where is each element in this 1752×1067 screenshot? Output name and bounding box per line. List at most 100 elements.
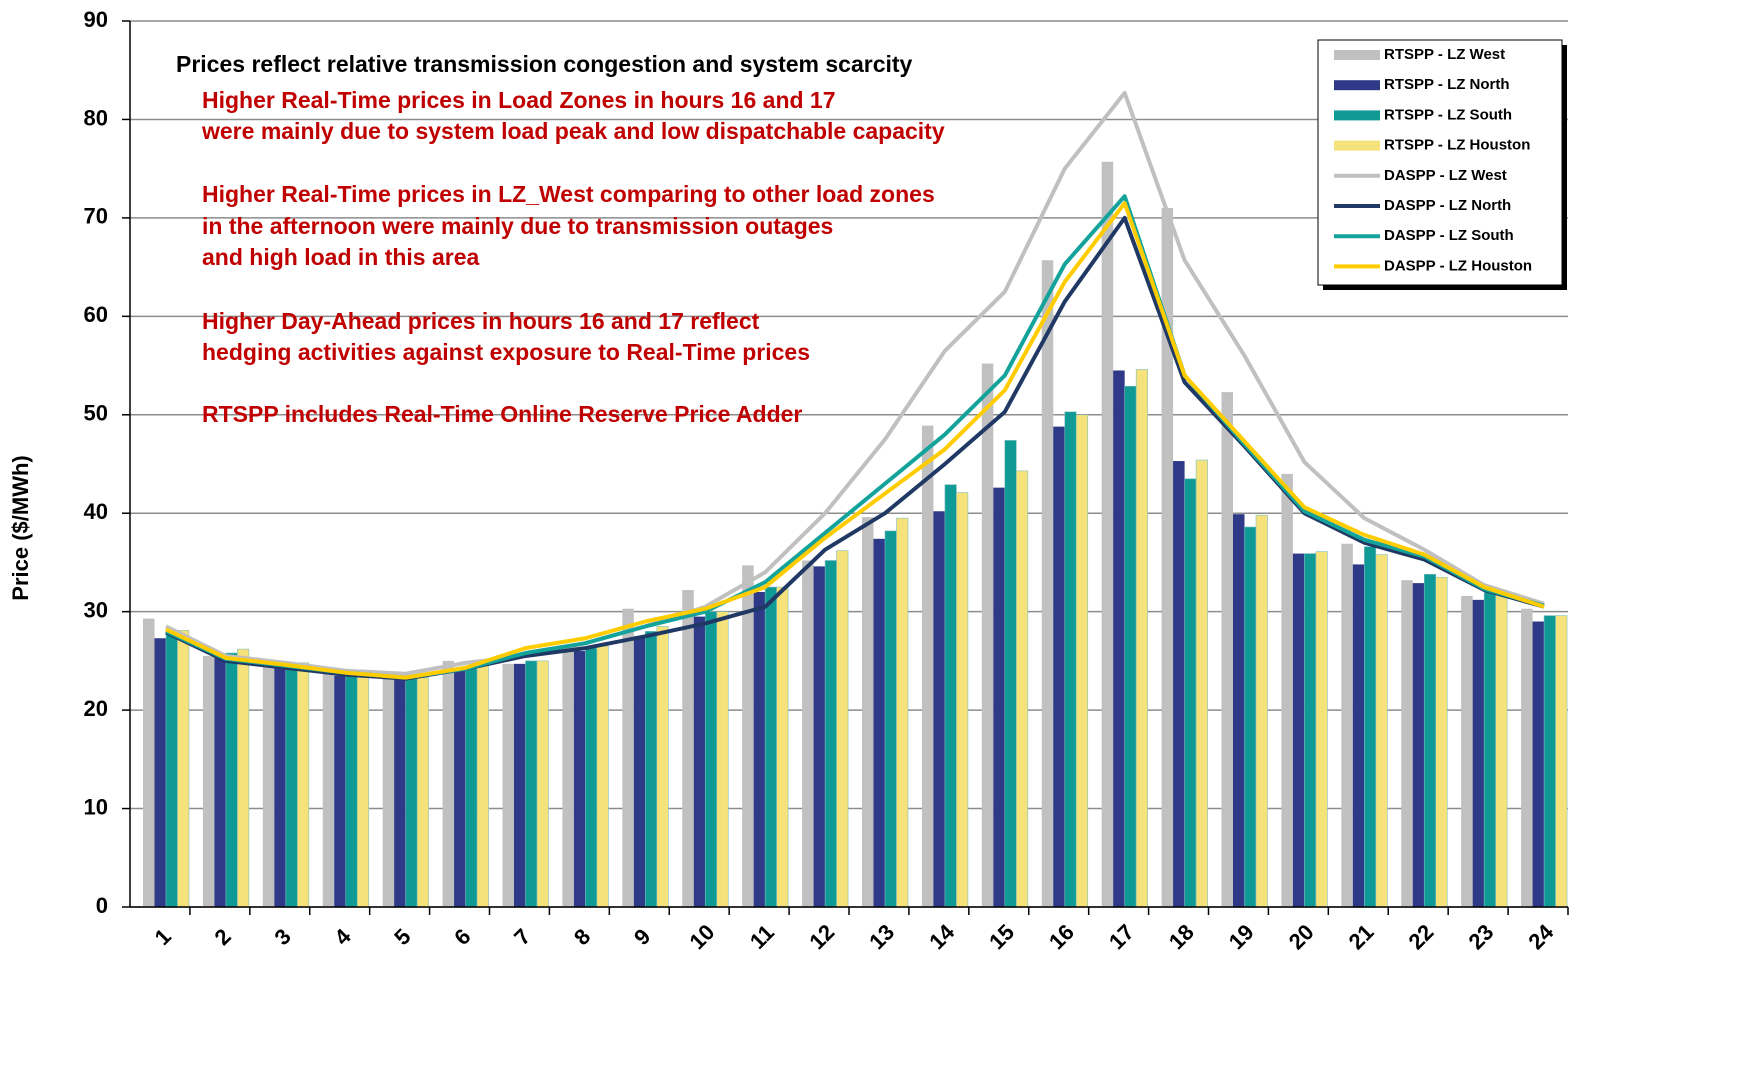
bar: [836, 550, 849, 908]
bar: [1304, 553, 1317, 908]
bar: [322, 672, 335, 907]
bar: [1412, 583, 1425, 907]
bar: [394, 678, 406, 907]
bar: [862, 517, 874, 907]
x-tick-label: 21: [1344, 919, 1379, 954]
bar: [585, 647, 598, 908]
bar: [1075, 414, 1089, 908]
bar: [1124, 385, 1137, 908]
annotation: in the afternoon were mainly due to tran…: [202, 213, 833, 239]
bar: [1364, 546, 1377, 908]
bar: [1543, 615, 1556, 908]
bar: [1016, 470, 1029, 908]
bar: [993, 487, 1005, 907]
bar: [514, 663, 526, 907]
x-tick-label: 20: [1284, 919, 1319, 954]
bar: [525, 660, 538, 908]
annotation: hedging activities against exposure to R…: [202, 339, 810, 365]
bar: [502, 663, 514, 907]
x-tick-label: 11: [745, 920, 779, 954]
bar: [1173, 461, 1185, 907]
x-tick-label: 4: [329, 923, 356, 950]
bar: [1053, 426, 1065, 907]
x-tick-label: 5: [389, 924, 415, 950]
bar: [1435, 576, 1448, 908]
bar: [933, 511, 945, 907]
x-tick-label: 15: [984, 919, 1019, 954]
bar: [921, 425, 934, 907]
y-tick-label: 90: [84, 7, 108, 32]
bar: [1195, 459, 1208, 908]
bar: [202, 655, 215, 907]
x-tick-label: 10: [685, 919, 720, 954]
bar: [1483, 591, 1496, 908]
bar: [382, 675, 395, 907]
bar: [1004, 440, 1017, 908]
bar: [693, 616, 706, 907]
bar: [1555, 615, 1568, 908]
bar: [656, 626, 669, 908]
bar: [297, 662, 310, 908]
legend-label: DASPP - LZ Houston: [1384, 257, 1532, 274]
x-tick-label: 18: [1164, 919, 1199, 954]
bar: [1375, 554, 1388, 908]
annotation: Higher Real-Time prices in Load Zones in…: [202, 87, 836, 113]
y-tick-label: 80: [84, 105, 108, 130]
bar: [154, 638, 166, 907]
bar: [1521, 608, 1533, 907]
y-tick-label: 10: [84, 794, 108, 819]
legend-swatch: [1334, 110, 1380, 121]
bar: [143, 618, 155, 907]
bar: [1041, 260, 1054, 908]
bar: [981, 363, 994, 907]
bar: [1532, 621, 1545, 907]
bar: [345, 674, 358, 908]
bar: [1352, 564, 1365, 907]
bar: [944, 484, 957, 908]
bar: [1244, 526, 1257, 908]
bar: [442, 660, 455, 907]
bar: [1341, 543, 1353, 907]
legend-label: RTSPP - LZ Houston: [1384, 137, 1530, 154]
bar: [465, 665, 478, 908]
bar: [764, 586, 777, 908]
x-tick-label: 9: [629, 924, 655, 950]
legend-swatch: [1334, 140, 1380, 151]
x-tick-label: 14: [924, 919, 960, 955]
bar: [1255, 514, 1268, 908]
x-tick-label: 1: [150, 924, 176, 950]
x-tick-label: 23: [1463, 919, 1498, 954]
y-tick-label: 60: [84, 302, 108, 327]
x-tick-label: 24: [1523, 919, 1559, 955]
legend-label: RTSPP - LZ West: [1384, 46, 1505, 63]
bar: [405, 677, 418, 908]
y-tick-label: 0: [96, 893, 108, 918]
annotation: and high load in this area: [202, 244, 480, 270]
x-tick-label: 7: [509, 924, 535, 950]
annotation: Higher Day-Ahead prices in hours 16 and …: [202, 308, 760, 334]
bar: [454, 670, 466, 907]
y-tick-label: 70: [84, 204, 108, 229]
x-tick-label: 22: [1404, 919, 1439, 954]
annotation: Higher Real-Time prices in LZ_West compa…: [202, 181, 935, 207]
legend-swatch: [1334, 50, 1380, 60]
bar: [802, 560, 814, 907]
bar: [716, 611, 729, 908]
legend-label: DASPP - LZ South: [1384, 227, 1514, 244]
legend-label: RTSPP - LZ South: [1384, 106, 1512, 123]
bar: [813, 566, 826, 907]
y-tick-label: 50: [84, 401, 108, 426]
bar: [536, 660, 549, 908]
bar: [633, 636, 646, 907]
bar: [1184, 478, 1197, 908]
bar: [237, 648, 250, 908]
bar: [177, 630, 190, 908]
annotation: Prices reflect relative transmission con…: [176, 51, 913, 77]
bar: [1495, 594, 1508, 908]
x-tick-label: 17: [1104, 919, 1139, 954]
legend-label: DASPP - LZ West: [1384, 167, 1507, 184]
bar: [884, 530, 897, 908]
bar: [1315, 551, 1328, 908]
annotation: RTSPP includes Real-Time Online Reserve …: [202, 401, 802, 427]
